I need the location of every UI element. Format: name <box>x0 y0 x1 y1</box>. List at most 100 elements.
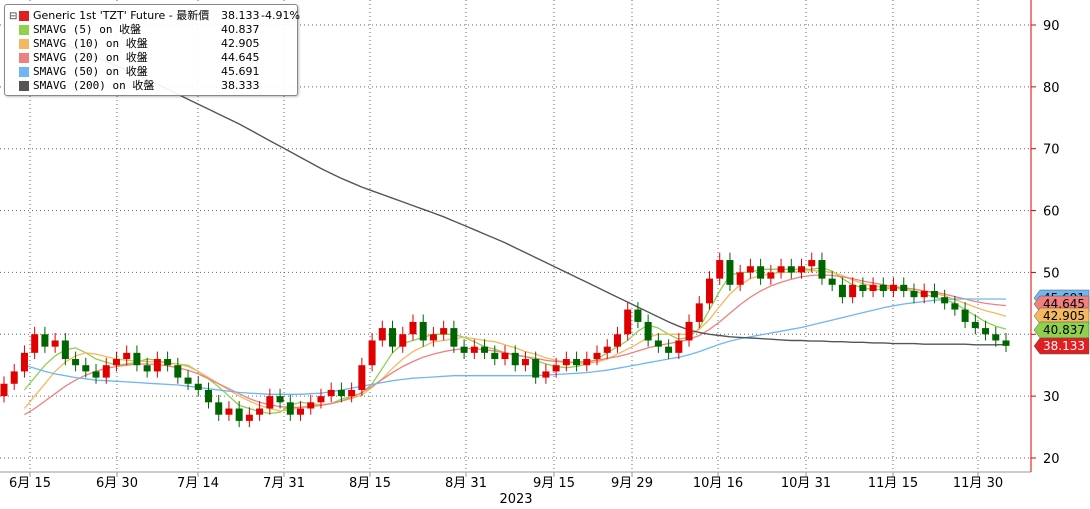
x-tick-label: 7月 14 <box>177 476 219 491</box>
legend-row-sma5[interactable]: SMAVG (5) on 收盤 40.837 <box>5 23 297 37</box>
legend-row-sma200[interactable]: SMAVG (200) on 收盤 38.333 <box>5 79 297 93</box>
candle-body <box>767 272 775 279</box>
price-tag-label: 38.133 <box>1043 339 1085 353</box>
candle-body <box>552 365 560 372</box>
collapse-icon[interactable]: ⊟ <box>9 11 18 22</box>
legend-value: 42.905 <box>221 37 260 50</box>
candle-body <box>930 290 938 298</box>
candle-body <box>143 365 151 372</box>
candle-body <box>890 284 898 291</box>
grid-lines <box>0 0 1031 473</box>
y-tick-label: 20 <box>1043 452 1060 467</box>
candle-body <box>838 284 846 298</box>
x-tick-label: 6月 30 <box>96 476 138 491</box>
candle-body <box>112 359 120 366</box>
x-tick-label: 9月 29 <box>611 476 653 491</box>
candle-body <box>286 402 294 415</box>
candle-body <box>215 402 223 415</box>
candle-body <box>164 359 172 366</box>
candle-body <box>583 359 591 366</box>
y-axis-ticks: 2030405060708090 <box>1031 19 1060 467</box>
price-tag-box <box>1033 337 1090 355</box>
candle-body <box>256 408 264 415</box>
candle-body <box>982 328 990 335</box>
candle-body <box>470 346 478 353</box>
candle-body <box>184 377 192 384</box>
legend-label: SMAVG (20) on 收盤 <box>33 51 148 64</box>
candle-body <box>20 352 28 372</box>
candle-body <box>501 352 509 360</box>
legend-row-sma50[interactable]: SMAVG (50) on 收盤 45.691 <box>5 65 297 79</box>
legend-swatch-sma50 <box>19 67 29 77</box>
legend-value: 38.133 <box>221 9 260 22</box>
candle-body <box>123 352 131 360</box>
candle-body <box>481 346 489 353</box>
candle-body <box>450 328 458 347</box>
candle-body <box>573 359 581 366</box>
candle-body <box>859 284 867 291</box>
legend-row-sma10[interactable]: SMAVG (10) on 收盤 42.905 <box>5 37 297 51</box>
x-tick-label: 11月 30 <box>953 476 1003 491</box>
series-line-4 <box>34 30 1007 346</box>
x-tick-label: 8月 31 <box>445 476 487 491</box>
y-tick-label: 90 <box>1043 19 1060 34</box>
candle-body <box>204 389 212 403</box>
candle-body <box>1002 340 1010 346</box>
price-tag-label: 42.905 <box>1043 309 1085 323</box>
legend-label: SMAVG (10) on 收盤 <box>33 37 148 50</box>
candle-body <box>787 266 795 273</box>
candle-body <box>644 321 652 341</box>
candle-body <box>941 297 949 304</box>
candle-body <box>368 340 376 366</box>
candle-body <box>92 371 100 378</box>
candle-body <box>736 272 744 285</box>
x-tick-label: 8月 15 <box>349 476 391 491</box>
candle-body <box>634 309 642 322</box>
candle-body <box>951 303 959 310</box>
legend-label: SMAVG (5) on 收盤 <box>33 23 142 36</box>
series-line-0 <box>23 266 1007 415</box>
candlesticks <box>0 252 1010 428</box>
candle-body <box>562 359 570 366</box>
chart-legend[interactable]: ⊟ Generic 1st 'TZT' Future - 最新價 38.133 … <box>4 4 300 96</box>
price-tag-label: 44.645 <box>1043 297 1085 311</box>
y-tick-label: 60 <box>1043 205 1060 220</box>
candle-body <box>419 321 427 341</box>
candle-body <box>971 321 979 329</box>
candle-body <box>399 334 407 347</box>
legend-value: 45.691 <box>221 65 260 78</box>
legend-swatch-sma10 <box>19 39 29 49</box>
y-tick-label: 50 <box>1043 266 1060 281</box>
x-tick-label: 9月 15 <box>533 476 575 491</box>
legend-row-sma20[interactable]: SMAVG (20) on 收盤 44.645 <box>5 51 297 65</box>
candle-body <box>297 408 305 415</box>
legend-label: Generic 1st 'TZT' Future - 最新價 <box>33 9 210 22</box>
candle-body <box>665 346 673 353</box>
candle-body <box>757 266 765 279</box>
legend-value: 40.837 <box>221 23 260 36</box>
candle-body <box>82 365 90 372</box>
candle-body <box>245 414 253 421</box>
candle-body <box>31 334 39 353</box>
candle-body <box>593 352 601 360</box>
candle-body <box>818 260 826 279</box>
x-tick-label: 10月 16 <box>693 476 743 491</box>
x-tick-label: 7月 31 <box>263 476 305 491</box>
candle-body <box>695 303 703 322</box>
candle-body <box>726 260 734 285</box>
candle-body <box>542 371 550 378</box>
candle-body <box>532 359 540 378</box>
candle-body <box>675 340 683 353</box>
candle-body <box>521 359 529 366</box>
legend-row-price[interactable]: ⊟ Generic 1st 'TZT' Future - 最新價 38.133 … <box>5 9 300 23</box>
candle-body <box>910 290 918 298</box>
x-tick-label: 10月 31 <box>781 476 831 491</box>
candle-body <box>153 359 161 372</box>
candle-body <box>317 396 325 403</box>
candle-body <box>849 284 857 298</box>
y-tick-label: 80 <box>1043 81 1060 96</box>
legend-swatch-price <box>19 11 29 21</box>
candle-body <box>194 383 202 390</box>
candle-body <box>348 389 356 397</box>
